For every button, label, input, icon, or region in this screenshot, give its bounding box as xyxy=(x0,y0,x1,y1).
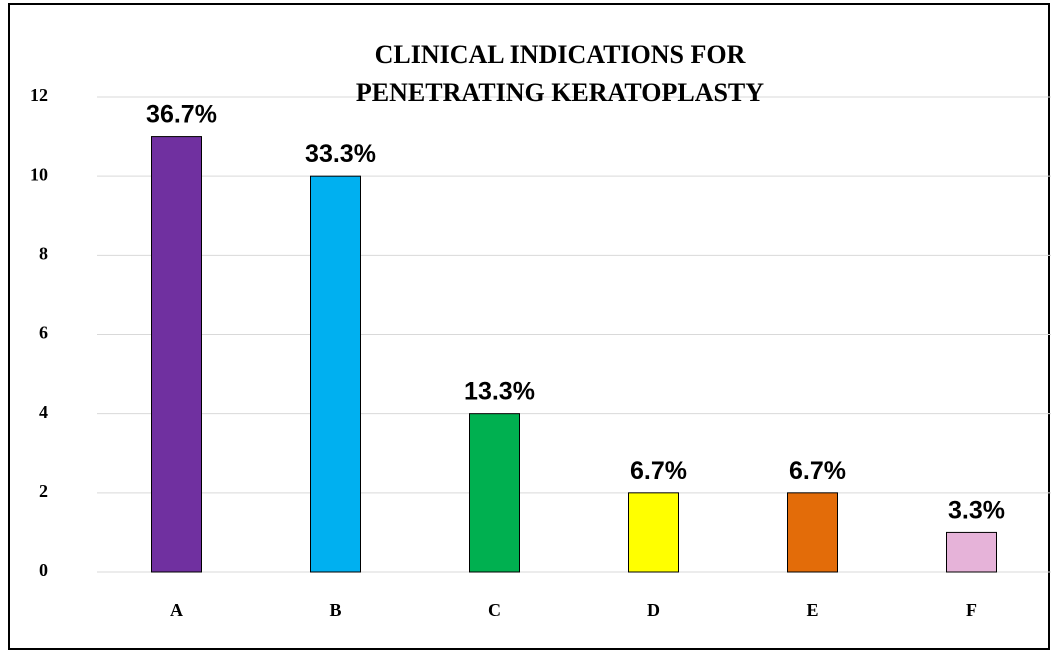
y-tick-label: 4 xyxy=(39,402,48,422)
frame xyxy=(8,3,1050,650)
bar xyxy=(946,531,997,573)
chart-title: CLINICAL INDICATIONS FOR PENETRATING KER… xyxy=(355,40,765,107)
value-label: 36.7% xyxy=(146,101,217,129)
y-tick-label: 10 xyxy=(30,164,48,184)
bar xyxy=(469,413,520,573)
value-label: 13.3% xyxy=(464,378,535,406)
x-tick-label: C xyxy=(488,600,501,620)
x-tick-label: B xyxy=(329,600,341,620)
y-tick-label: 6 xyxy=(39,323,48,343)
bar xyxy=(628,492,679,573)
x-tick-label: A xyxy=(170,600,183,620)
y-tick-label: 8 xyxy=(39,243,48,263)
bar xyxy=(787,492,838,573)
x-tick-label: F xyxy=(966,600,977,620)
value-label: 6.7% xyxy=(630,457,687,485)
bar xyxy=(151,136,202,573)
value-label: 33.3% xyxy=(305,140,376,168)
bar xyxy=(310,175,361,573)
value-label: 6.7% xyxy=(789,457,846,485)
x-tick-label: E xyxy=(806,600,818,620)
y-tick-label: 0 xyxy=(39,560,48,580)
value-label: 3.3% xyxy=(948,496,1005,524)
y-tick-label: 2 xyxy=(39,481,48,501)
x-tick-label: D xyxy=(647,600,660,620)
y-tick-label: 12 xyxy=(30,85,48,105)
